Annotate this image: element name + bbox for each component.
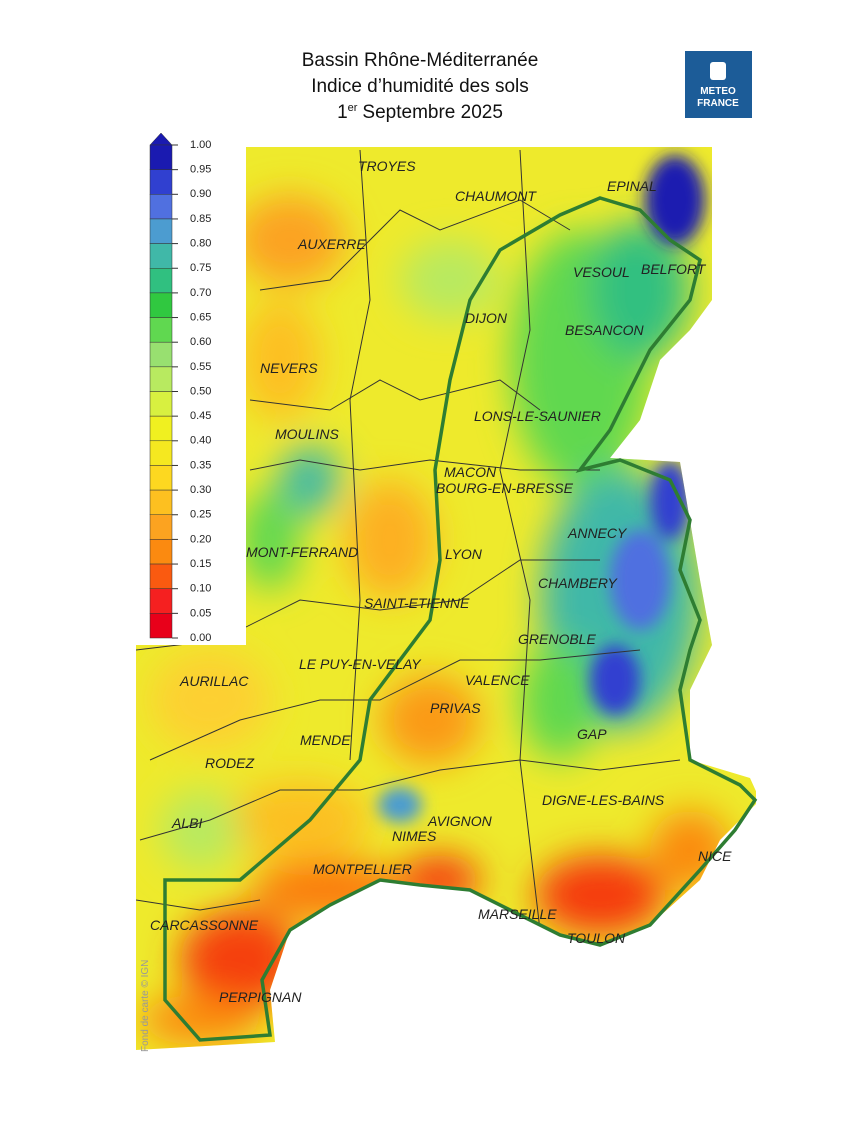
city-label: ALBI (171, 815, 202, 831)
city-label: RODEZ (205, 755, 254, 771)
city-label: DIGNE-LES-BAINS (542, 792, 665, 808)
legend-tick-label: 0.85 (190, 213, 211, 225)
city-label: GRENOBLE (518, 631, 596, 647)
title-line: 1er Septembre 2025 (337, 102, 503, 123)
city-label: BOURG-EN-BRESSE (436, 480, 574, 496)
city-label: VESOUL (573, 264, 630, 280)
title-day: 1 (337, 102, 348, 123)
legend-tick-label: 0.75 (190, 262, 211, 274)
legend-swatch (149, 588, 173, 614)
legend-swatch (149, 144, 173, 170)
city-label: EPINAL (607, 178, 657, 194)
legend-tick-label: 0.45 (190, 410, 211, 422)
city-label: LYON (445, 546, 483, 562)
title-line: Indice d’humidité des sols (311, 76, 529, 97)
legend-swatch (149, 465, 173, 491)
logo-text: FRANCE (697, 98, 739, 109)
city-label: BELFORT (641, 261, 707, 277)
city-label: TOULON (567, 930, 626, 946)
city-label: SAINT-ETIENNE (364, 595, 470, 611)
legend: 1.00 0.95 0.90 0.85 0.80 0.75 0.70 0.65 0.60 0.55… (149, 139, 211, 644)
legend-tick-label: 0.95 (190, 164, 211, 176)
raster-wet-zones (378, 155, 705, 823)
legend-tick-label: 0.35 (190, 459, 211, 471)
logo-icon (710, 62, 726, 80)
legend-swatch (149, 391, 173, 417)
legend-swatch (149, 218, 173, 244)
city-label: LE PUY-EN-VELAY (299, 656, 422, 672)
raster-zones (140, 195, 730, 1045)
city-label: CARCASSONNE (150, 917, 259, 933)
legend-swatch (149, 415, 173, 442)
legend-tick-label: 0.10 (190, 583, 211, 595)
city-label: NEVERS (260, 360, 318, 376)
legend-swatch (149, 440, 173, 466)
city-label: GAP (577, 726, 607, 742)
legend-tick-label: 0.05 (190, 607, 211, 619)
legend-tick-label: 0.80 (190, 238, 211, 250)
legend-swatch (149, 489, 173, 516)
legend-swatch (149, 613, 173, 639)
legend-swatch (149, 563, 173, 589)
city-label: PRIVAS (430, 700, 481, 716)
city-label: CHAUMONT (455, 188, 537, 204)
city-labels: TROYES CHAUMONT EPINAL AUXERRE VESOUL BELFORT… (150, 158, 732, 1005)
legend-tick-label: 0.50 (190, 385, 211, 397)
legend-tick-label: 0.65 (190, 311, 211, 323)
legend-tick-label: 0.60 (190, 336, 211, 348)
legend-swatch (149, 366, 173, 392)
legend-tick-label: 0.15 (190, 558, 211, 570)
legend-tick-label: 0.70 (190, 287, 211, 299)
department-borders (136, 149, 681, 931)
legend-swatch (149, 243, 173, 269)
city-label: PERPIGNAN (219, 989, 302, 1005)
legend-tick-label: 0.90 (190, 188, 211, 200)
city-label: NIMES (392, 828, 437, 844)
city-label: AVIGNON (427, 813, 493, 829)
city-label: NICE (698, 848, 732, 864)
legend-tick-label: 0.55 (190, 361, 211, 373)
legend-swatch (149, 268, 173, 294)
logo-text: METEO (700, 86, 736, 97)
basin-border (163, 196, 758, 1042)
legend-swatch (149, 194, 173, 220)
legend-tick-label: 0.40 (190, 435, 211, 447)
legend-swatch (149, 169, 173, 195)
legend-swatch (149, 292, 173, 318)
city-label: AURILLAC (179, 673, 249, 689)
city-label: MENDE (300, 732, 351, 748)
city-label: VALENCE (465, 672, 530, 688)
city-label: MACON (444, 464, 497, 480)
legend-tick-label: 1.00 (190, 139, 211, 151)
city-label: ANNECY (567, 525, 628, 541)
city-label: LONS-LE-SAUNIER (474, 408, 601, 424)
city-label: CHAMBERY (538, 575, 618, 591)
title-date: Septembre 2025 (362, 102, 503, 123)
legend-tick-label: 0.00 (190, 632, 211, 644)
legend-swatch (149, 514, 173, 540)
legend-swatch (149, 341, 173, 368)
city-label: DIJON (465, 310, 508, 326)
legend-tick-label: 0.25 (190, 509, 211, 521)
city-label: MARSEILLE (478, 906, 557, 922)
legend-tick-label: 0.30 (190, 484, 211, 496)
city-label: MONT-FERRAND (246, 544, 358, 560)
city-label: AUXERRE (297, 236, 366, 252)
city-label: MOULINS (275, 426, 339, 442)
map-credit: Fond de carte © IGN (140, 960, 151, 1052)
legend-swatch (149, 539, 173, 565)
city-label: BESANCON (565, 322, 644, 338)
legend-tick-label: 0.20 (190, 533, 211, 545)
title-line: Bassin Rhône-Méditerranée (302, 50, 539, 71)
title-sup: er (348, 102, 358, 114)
logo: METEO FRANCE (685, 51, 752, 118)
city-label: TROYES (358, 158, 416, 174)
city-label: MONTPELLIER (313, 861, 412, 877)
legend-swatch (149, 317, 173, 343)
